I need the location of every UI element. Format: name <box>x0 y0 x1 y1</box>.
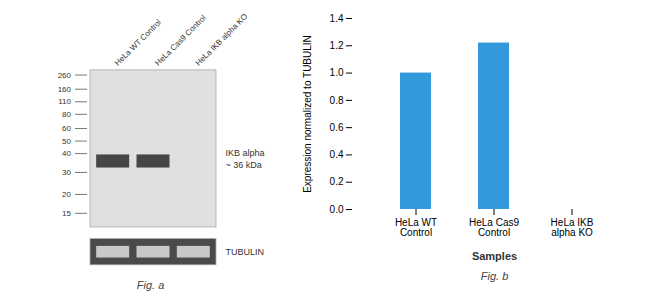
svg-text:260: 260 <box>58 71 72 80</box>
svg-text:1.4: 1.4 <box>330 13 344 24</box>
svg-text:HeLa IKBalpha KO: HeLa IKBalpha KO <box>551 217 594 238</box>
svg-text:IKB alpha~ 36 kDa: IKB alpha~ 36 kDa <box>226 148 265 170</box>
svg-text:1.2: 1.2 <box>330 40 344 51</box>
svg-text:HeLa WT Control: HeLa WT Control <box>113 17 163 68</box>
svg-text:30: 30 <box>62 168 71 177</box>
svg-text:160: 160 <box>58 85 72 94</box>
svg-text:Fig. a: Fig. a <box>137 279 165 291</box>
svg-text:TUBULIN: TUBULIN <box>226 247 265 257</box>
svg-text:60: 60 <box>62 124 71 133</box>
svg-text:0.4: 0.4 <box>330 149 344 160</box>
svg-text:50: 50 <box>62 137 71 146</box>
svg-text:0.6: 0.6 <box>330 122 344 133</box>
svg-text:110: 110 <box>58 97 71 106</box>
svg-text:1.0: 1.0 <box>330 67 344 78</box>
svg-text:HeLa WTControl: HeLa WTControl <box>395 217 437 238</box>
svg-text:20: 20 <box>62 190 71 199</box>
svg-text:80: 80 <box>62 110 71 119</box>
svg-text:0.8: 0.8 <box>330 95 344 106</box>
svg-text:Samples: Samples <box>472 250 517 262</box>
svg-text:0.0: 0.0 <box>330 204 344 215</box>
svg-text:15: 15 <box>62 209 71 218</box>
svg-text:0.2: 0.2 <box>330 176 344 187</box>
svg-text:HeLa Cas9Control: HeLa Cas9Control <box>469 217 519 238</box>
svg-text:Expression normalized to TUBUL: Expression normalized to TUBULIN <box>302 35 313 193</box>
svg-text:HeLa IKB alpha KO: HeLa IKB alpha KO <box>194 12 250 68</box>
svg-text:40: 40 <box>62 149 71 158</box>
svg-text:HeLa Cas9 Control: HeLa Cas9 Control <box>153 13 208 68</box>
svg-text:Fig. b: Fig. b <box>481 270 509 282</box>
